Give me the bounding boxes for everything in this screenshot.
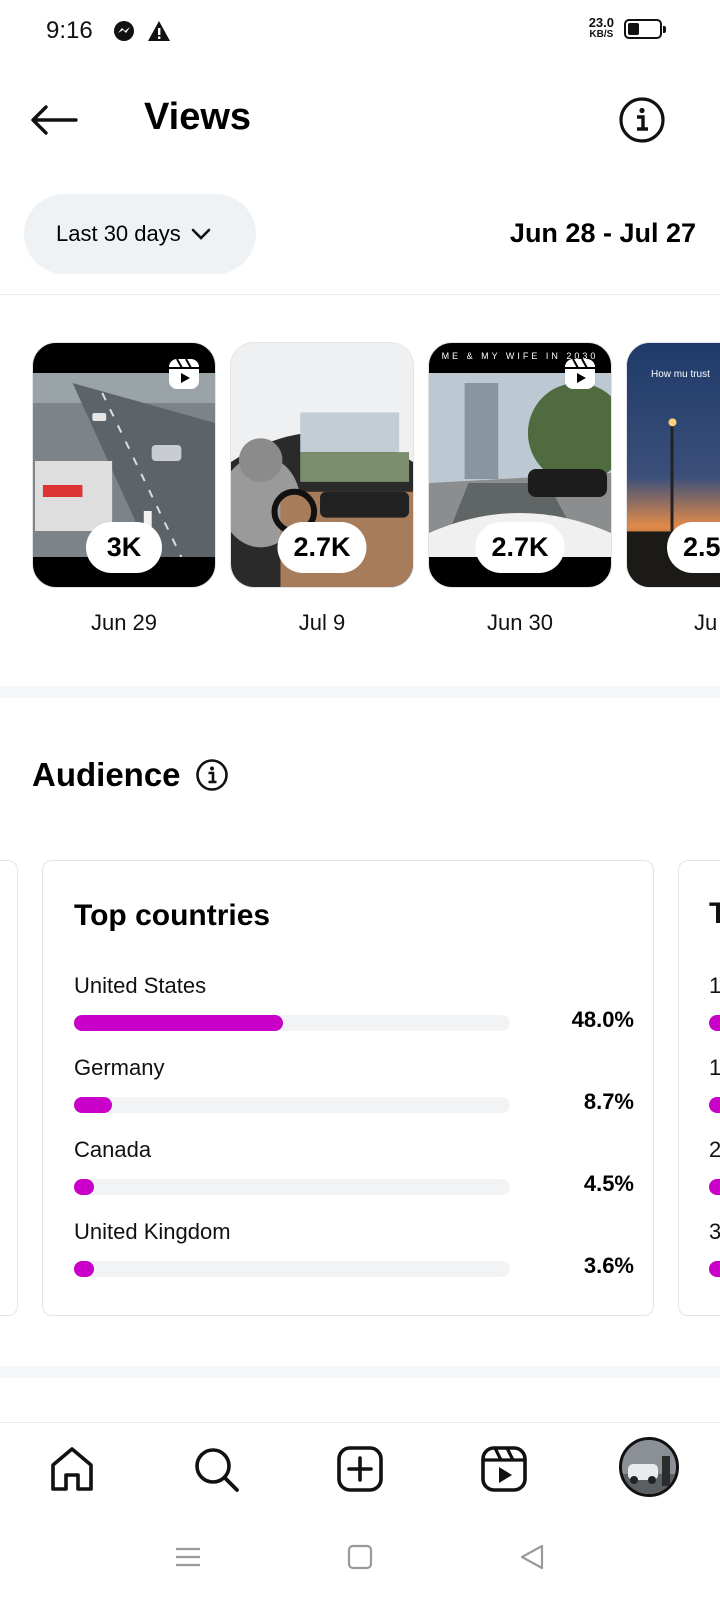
reel-item[interactable]: 2.7K Jul 9	[230, 342, 414, 636]
reel-thumbnail[interactable]: ME & MY WIFE IN 2030 2.7K	[428, 342, 612, 588]
section-divider	[0, 1366, 720, 1378]
home-icon	[51, 1447, 93, 1491]
reel-views-badge: 3K	[86, 522, 162, 573]
date-range-text: Jun 28 - Jul 27	[509, 218, 696, 248]
back-button[interactable]	[30, 98, 80, 142]
reel-date: Jun 30	[486, 610, 554, 635]
network-speed: 23.0 KB/S	[588, 15, 614, 40]
country-row: Canada 4.5%	[74, 1137, 634, 1207]
reel-thumbnail[interactable]: 2.7K	[230, 342, 414, 588]
profile-avatar[interactable]	[619, 1437, 679, 1497]
reels-icon	[481, 1446, 527, 1492]
country-bar-track	[74, 1097, 510, 1113]
reel-views-badge: 2.5	[667, 522, 720, 573]
reel-date: Ju	[694, 610, 718, 635]
date-range-dropdown[interactable]: Last 30 days	[24, 194, 256, 274]
top-countries-title: Top countries	[74, 899, 271, 932]
reel-thumbnail-image	[33, 373, 215, 557]
country-bar-fill	[74, 1097, 112, 1113]
date-range-dropdown-label: Last 30 days	[56, 221, 181, 246]
reel-caption: ME & MY WIFE IN 2030	[441, 351, 599, 361]
next-card-row: 3	[709, 1219, 720, 1245]
messenger-icon	[114, 21, 134, 41]
next-card-row: 1	[709, 1055, 720, 1081]
previous-card[interactable]	[0, 860, 18, 1316]
search-icon	[195, 1448, 239, 1492]
divider	[0, 294, 720, 295]
nav-reels[interactable]	[478, 1443, 530, 1495]
arrow-left-icon	[31, 105, 78, 135]
country-percentage: 8.7%	[583, 1089, 634, 1114]
bottom-navigation	[0, 1422, 720, 1514]
country-bar-track	[74, 1179, 510, 1195]
audience-section-title: Audience	[32, 756, 229, 794]
country-name: United Kingdom	[74, 1219, 231, 1244]
battery-level	[628, 23, 640, 35]
system-navigation	[0, 1516, 720, 1600]
header: Views	[0, 80, 720, 160]
country-bar-track	[74, 1015, 510, 1031]
reel-item[interactable]: How mu trust 2.5 Ju	[626, 342, 720, 636]
home-square-icon[interactable]	[345, 1542, 375, 1572]
chevron-down-icon	[191, 228, 211, 240]
top-countries-card[interactable]: Top countries United States 48.0% German…	[42, 860, 654, 1316]
status-time: 9:16	[46, 17, 93, 44]
reel-caption: How mu trust	[651, 369, 710, 380]
nav-create[interactable]	[334, 1443, 386, 1495]
next-card-bar	[709, 1179, 720, 1195]
country-percentage: 3.6%	[583, 1253, 634, 1278]
country-bar-track	[74, 1261, 510, 1277]
filter-row: Last 30 days Jun 28 - Jul 27	[0, 194, 720, 274]
country-percentage: 48.0%	[571, 1007, 634, 1032]
country-percentage: 4.5%	[583, 1171, 634, 1196]
reels-icon	[169, 358, 199, 389]
top-reels-strip[interactable]: 3K Jun 29 2.7K Jul 9 ME & MY WIFE IN 203…	[0, 342, 720, 642]
next-card-bar	[709, 1097, 720, 1113]
create-icon	[337, 1446, 383, 1492]
warning-icon	[148, 21, 170, 41]
next-card-title: T	[709, 897, 720, 931]
country-bar-fill	[74, 1015, 284, 1031]
reel-item[interactable]: ME & MY WIFE IN 2030 2.7K Jun 30	[428, 342, 612, 636]
info-button[interactable]	[618, 96, 666, 144]
reel-date: Jun 29	[90, 610, 158, 635]
reels-icon	[565, 358, 595, 389]
section-divider	[0, 686, 720, 698]
page-title: Views	[144, 96, 252, 138]
status-bar: 9:16 23.0 KB/S	[0, 0, 720, 64]
reel-views-badge: 2.7K	[277, 522, 367, 573]
country-row: Germany 8.7%	[74, 1055, 634, 1125]
reel-views-badge: 2.7K	[475, 522, 565, 573]
reel-thumbnail[interactable]: 3K	[32, 342, 216, 588]
country-bar-fill	[74, 1261, 94, 1277]
battery-icon	[624, 19, 666, 39]
nav-search[interactable]	[190, 1443, 242, 1495]
country-name: Canada	[74, 1137, 152, 1162]
country-name: United States	[74, 973, 207, 998]
nav-home[interactable]	[46, 1443, 98, 1495]
reel-thumbnail[interactable]: How mu trust 2.5	[626, 342, 720, 588]
reel-date: Jul 9	[298, 610, 346, 635]
reel-item[interactable]: 3K Jun 29	[32, 342, 216, 636]
next-card-bar	[709, 1015, 720, 1031]
info-icon	[619, 97, 665, 143]
country-row: United Kingdom 3.6%	[74, 1219, 634, 1289]
menu-icon[interactable]	[173, 1542, 203, 1572]
reel-thumbnail-image	[231, 343, 413, 587]
country-row: United States 48.0%	[74, 973, 634, 1043]
country-bar-fill	[74, 1179, 94, 1195]
back-triangle-icon[interactable]	[517, 1542, 547, 1572]
next-card-row: 1	[709, 973, 720, 999]
next-card-bar	[709, 1261, 720, 1277]
avatar-image	[622, 1440, 676, 1494]
next-card-row: 2	[709, 1137, 720, 1163]
country-name: Germany	[74, 1055, 165, 1080]
next-card[interactable]: T 1 1 2 3	[678, 860, 720, 1316]
info-icon[interactable]	[195, 758, 229, 792]
